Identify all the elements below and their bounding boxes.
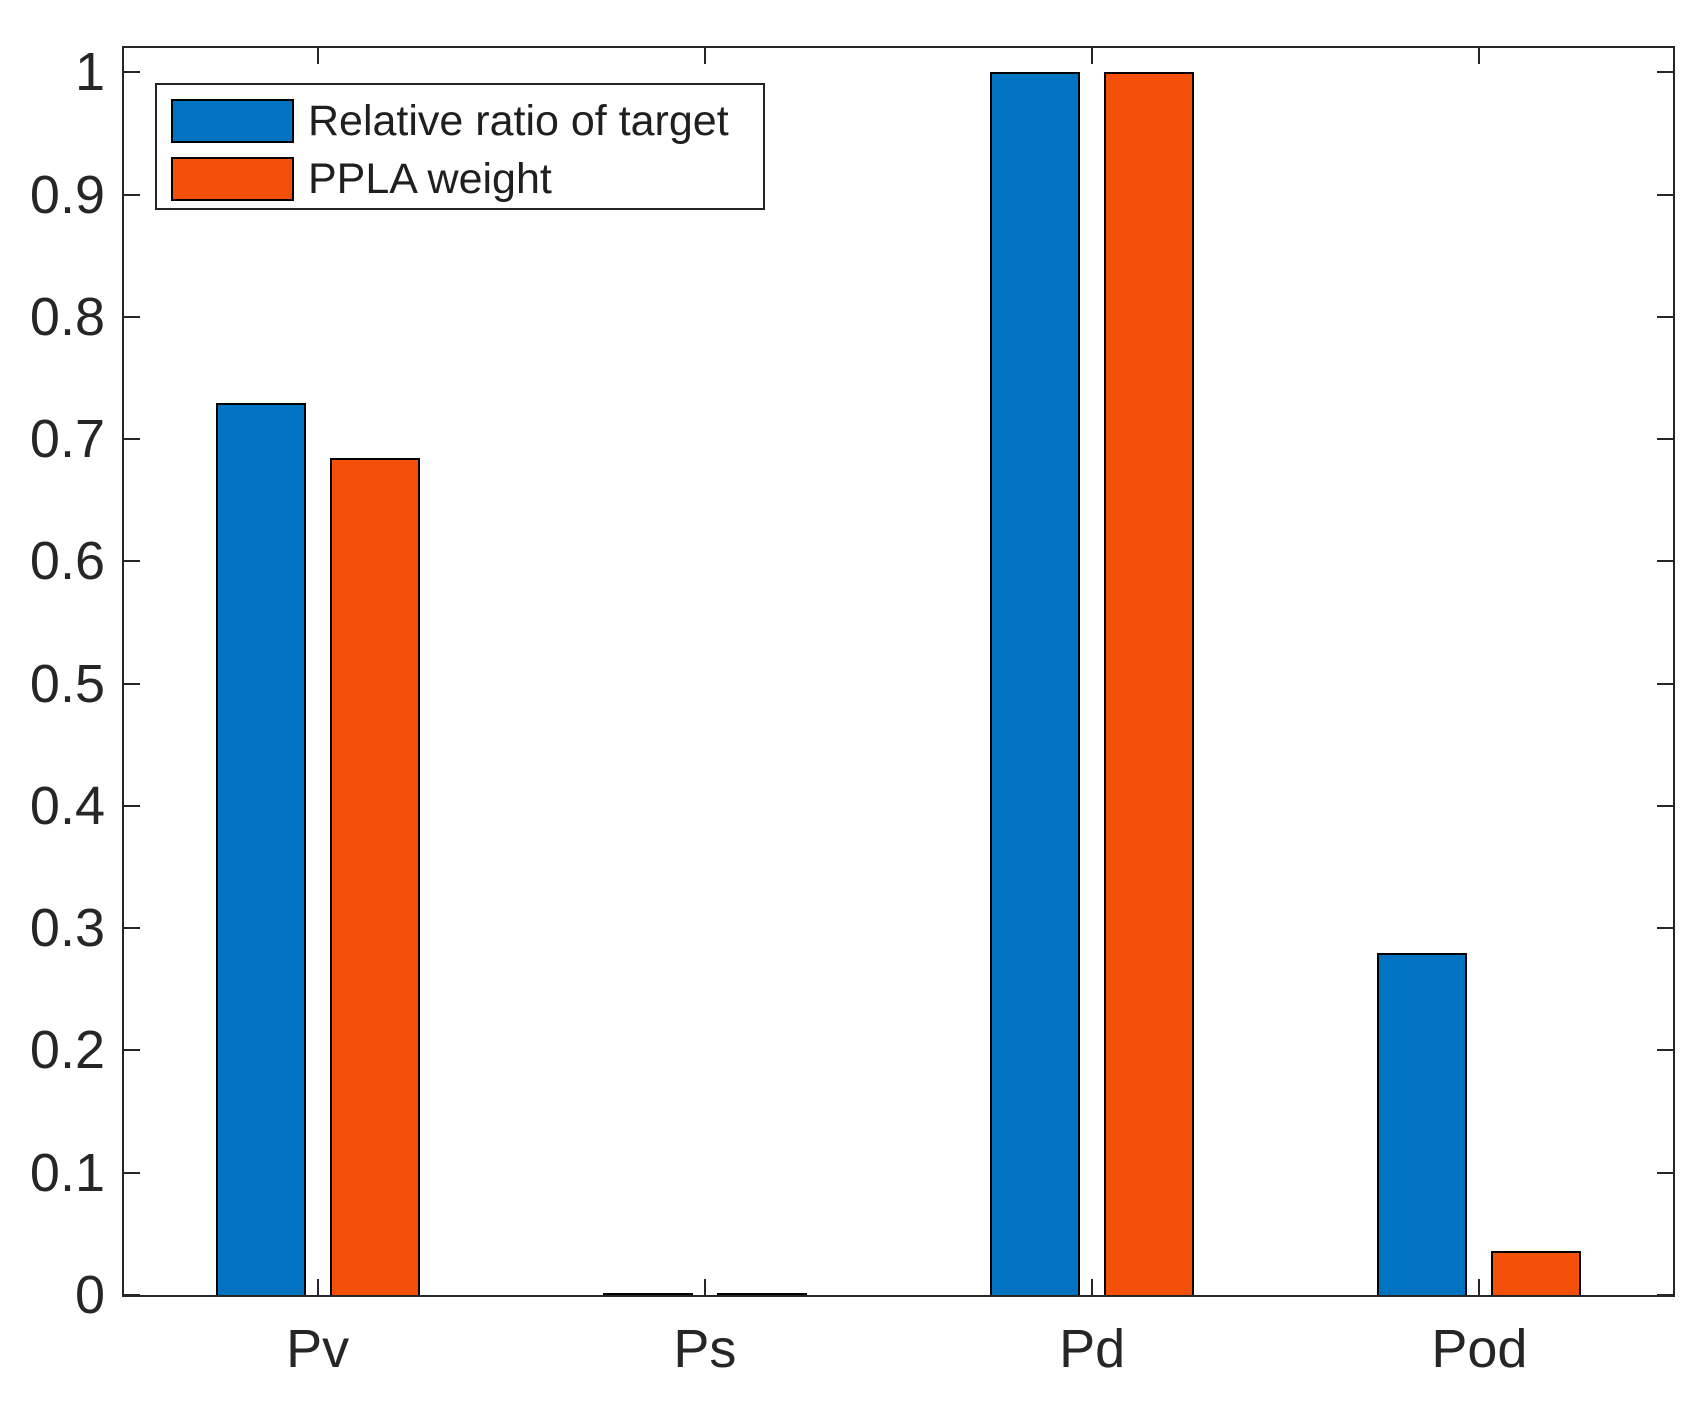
x-tick-label: Pod: [1431, 1319, 1528, 1379]
x-axis-tick: [316, 1279, 319, 1295]
y-axis-tick: [124, 1294, 140, 1296]
y-tick-label: 0.3: [29, 898, 105, 959]
y-axis-tick: [124, 560, 140, 563]
y-axis-tick: [1657, 1049, 1673, 1052]
y-axis-tick: [1657, 804, 1673, 807]
y-tick-label: 0: [74, 1265, 105, 1325]
legend: Relative ratio of target PPLA weight: [155, 83, 765, 210]
x-axis-tick: [703, 48, 706, 64]
x-axis-tick: [316, 48, 319, 64]
y-axis-tick: [1657, 1171, 1673, 1174]
legend-swatch-blue: [171, 99, 294, 143]
y-tick-label: 0.7: [29, 409, 105, 470]
bar-ps-orange: [716, 1292, 807, 1295]
y-axis-tick: [124, 193, 140, 196]
bar-pod-blue: [1377, 952, 1468, 1295]
y-axis-tick: [124, 804, 140, 807]
y-axis-tick: [124, 438, 140, 441]
x-axis-tick: [1478, 48, 1481, 64]
bar-pv-orange: [329, 457, 420, 1295]
legend-swatch-orange: [171, 157, 294, 201]
legend-label: Relative ratio of target: [308, 97, 729, 145]
y-axis-tick: [124, 1049, 140, 1052]
plot-area: [122, 46, 1675, 1297]
x-axis-tick: [1478, 1279, 1481, 1295]
x-axis-tick: [1091, 48, 1094, 64]
y-axis-tick: [1657, 682, 1673, 685]
y-axis-tick: [1657, 560, 1673, 563]
bar-pv-blue: [215, 402, 306, 1295]
y-axis-tick: [124, 682, 140, 685]
y-tick-label: 0.9: [29, 164, 105, 225]
y-axis-tick: [1657, 315, 1673, 318]
x-tick-label: Ps: [673, 1319, 737, 1379]
y-tick-label: 0.8: [29, 286, 105, 347]
y-tick-label: 0.4: [29, 775, 105, 836]
legend-label: PPLA weight: [308, 155, 552, 203]
y-tick-label: 0.2: [29, 1020, 105, 1081]
legend-entry: PPLA weight: [157, 157, 763, 201]
y-tick-label: 0.5: [29, 653, 105, 714]
bar-ps-blue: [602, 1292, 693, 1295]
y-axis-tick: [1657, 193, 1673, 196]
x-tick-label: Pd: [1059, 1319, 1126, 1379]
y-axis-tick: [124, 315, 140, 318]
y-tick-label: 1: [74, 42, 105, 103]
bar-pod-orange: [1491, 1251, 1582, 1295]
y-axis-tick: [1657, 927, 1673, 930]
y-axis-tick: [1657, 438, 1673, 441]
y-axis-tick: [124, 1171, 140, 1174]
y-axis-tick: [124, 71, 140, 74]
y-axis-tick: [1657, 1294, 1673, 1296]
bar-pd-orange: [1104, 72, 1195, 1295]
y-axis-tick: [1657, 71, 1673, 74]
x-axis-tick: [1091, 1279, 1094, 1295]
legend-entry: Relative ratio of target: [157, 99, 763, 143]
y-axis-tick: [124, 927, 140, 930]
x-tick-label: Pv: [286, 1319, 350, 1379]
y-tick-label: 0.1: [29, 1142, 105, 1203]
y-tick-label: 0.6: [29, 531, 105, 592]
x-axis-tick: [703, 1279, 706, 1295]
bar-pd-blue: [990, 72, 1081, 1295]
